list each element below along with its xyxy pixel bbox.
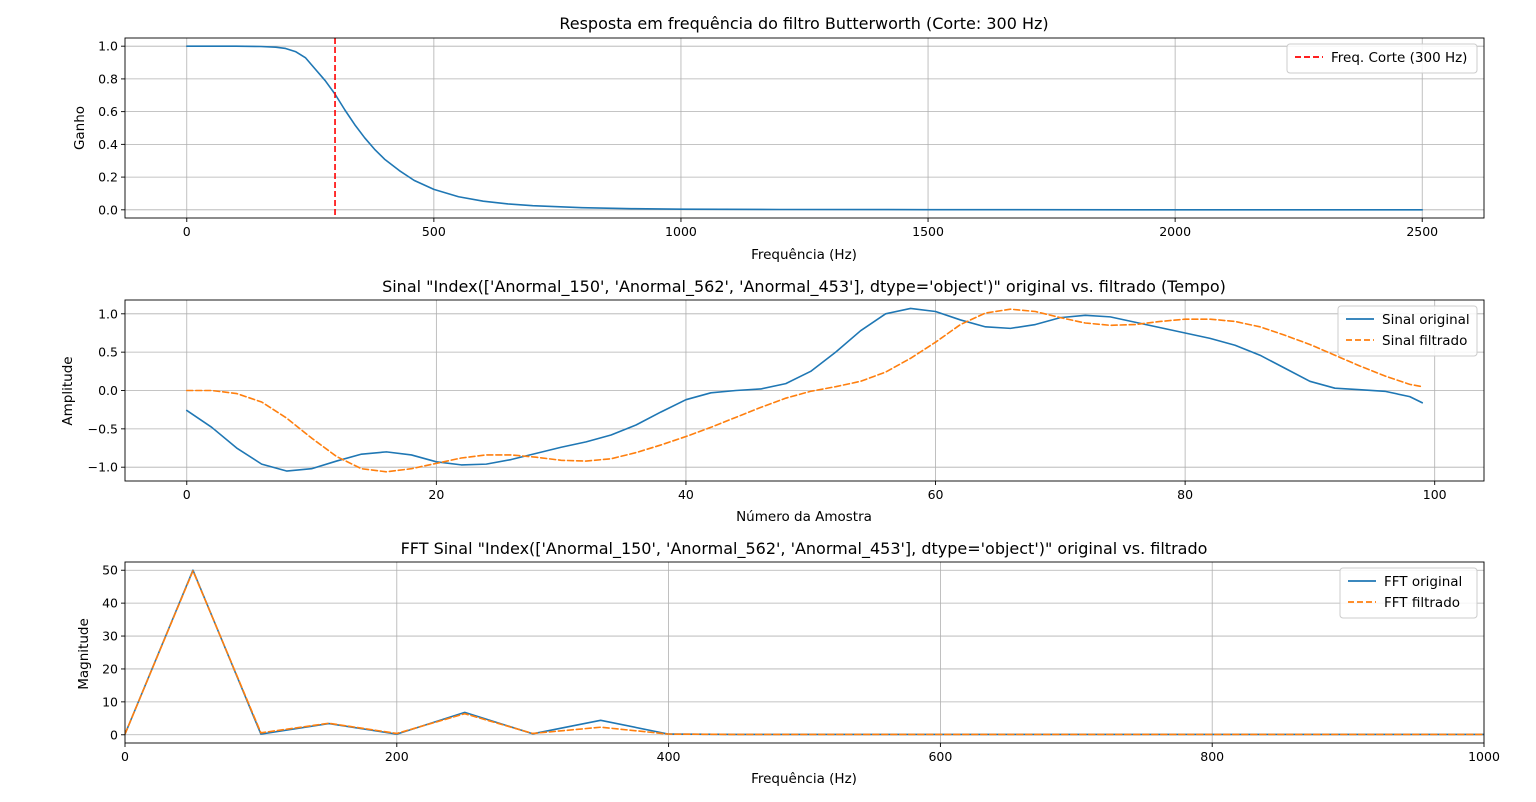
subplot-2-y-axis-label: Amplitude [60,356,76,425]
subplot-fft: FFT Sinal "Index(['Anormal_150', 'Anorma… [76,539,1500,787]
chart-2-y-tick-label: −0.5 [88,421,118,436]
subplot-butterworth-response: Resposta em frequência do filtro Butterw… [72,14,1485,263]
chart-3-x-tick-label: 400 [657,749,681,764]
chart-2-y-tick-label: −1.0 [88,460,118,475]
subplot-1-x-axis-label: Frequência (Hz) [751,247,857,263]
chart-1-legend-box [1286,43,1478,74]
chart-1-x-tick-label: 500 [422,224,446,239]
subplot-2-title: Sinal "Index(['Anormal_150', 'Anormal_56… [382,277,1226,297]
chart-1-legend-label: Freq. Corte (300 Hz) [1331,50,1467,66]
chart-2-legend-label: Sinal filtrado [1382,333,1467,349]
chart-1-x-tick-label: 0 [183,224,191,239]
chart-1-series-1-line [185,45,1424,211]
subplot-2-plot-area: 0 20 40 60 80 100 −1.0 −0.5 0.0 0.5 1.0 Sinal origi… [88,299,1485,502]
chart-2-x-tick-label: 40 [678,487,694,502]
chart-1-x-tick-label: 2500 [1406,224,1438,239]
chart-3-x-tick-label: 1000 [1468,749,1500,764]
chart-3-y-tick-label: 0 [110,727,118,742]
subplot-time-signal: Sinal "Index(['Anormal_150', 'Anormal_56… [60,277,1485,525]
chart-2-x-tick-label: 80 [1177,487,1193,502]
subplot-3-y-axis-label: Magnitude [76,618,92,690]
subplot-1-y-axis-label: Ganho [72,106,88,150]
chart-1-y-tick-label: 0.0 [98,202,118,217]
chart-3-y-tick-label: 40 [102,596,118,611]
chart-2-y-tick-label: 1.0 [98,306,118,321]
chart-3-x-tick-label: 800 [1200,749,1224,764]
subplot-1-title: Resposta em frequência do filtro Butterw… [559,14,1048,33]
chart-3-x-tick-label: 600 [928,749,952,764]
chart-3-series-2-line [125,570,1484,736]
chart-1-y-tick-label: 0.2 [98,170,118,185]
chart-1-axes-frame [124,37,1485,219]
chart-1-y-tick-label: 1.0 [98,39,118,54]
chart-3-series-group [125,569,1484,736]
chart-3-y-tick-label: 50 [102,563,118,578]
chart-2-x-tick-label: 0 [183,487,191,502]
chart-2-legend-label: Sinal original [1382,312,1470,328]
chart-1-y-tick-label: 0.6 [98,104,118,119]
chart-2-y-tick-label: 0.5 [98,345,118,360]
subplot-1-plot-area: 0 500 1000 1500 2000 2500 0.0 0.2 0.4 0.6 0.8 1.0 Fr… [98,37,1485,239]
chart-3-y-tick-label: 10 [102,694,118,709]
chart-3-x-tick-label: 200 [385,749,409,764]
chart-3-legend: FFT original FFT filtrado [1339,567,1478,619]
chart-2-x-tick-label: 100 [1423,487,1447,502]
chart-1-legend: Freq. Corte (300 Hz) [1286,43,1478,74]
chart-2-legend: Sinal original Sinal filtrado [1337,305,1478,357]
chart-2-x-tick-label: 60 [928,487,944,502]
subplot-2-x-axis-label: Número da Amostra [736,509,872,525]
chart-2-series-1-line [185,307,1424,472]
chart-1-x-tick-label: 2000 [1159,224,1191,239]
chart-1-series-group [185,38,1424,218]
chart-2-series-group [185,307,1424,473]
chart-3-y-tick-label: 20 [102,661,118,676]
subplot-3-x-axis-label: Frequência (Hz) [751,771,857,787]
chart-1-y-tick-label: 0.4 [98,137,118,152]
subplot-3-plot-area: 0 200 400 600 800 1000 0 10 20 30 40 50 FFT original… [102,561,1500,764]
chart-3-legend-label: FFT filtrado [1384,595,1460,611]
chart-1-y-tick-label: 0.8 [98,71,118,86]
chart-1-x-tick-label: 1500 [912,224,944,239]
chart-2-series-2-line [185,308,1424,473]
chart-3-legend-label: FFT original [1384,574,1462,590]
chart-2-y-tick-label: 0.0 [98,383,118,398]
chart-1-x-tick-label: 1000 [665,224,697,239]
subplot-3-title: FFT Sinal "Index(['Anormal_150', 'Anorma… [401,539,1208,559]
chart-2-x-tick-label: 20 [428,487,444,502]
chart-3-axes-frame [124,561,1485,744]
chart-3-x-tick-label: 0 [121,749,129,764]
chart-3-y-tick-label: 30 [102,629,118,644]
